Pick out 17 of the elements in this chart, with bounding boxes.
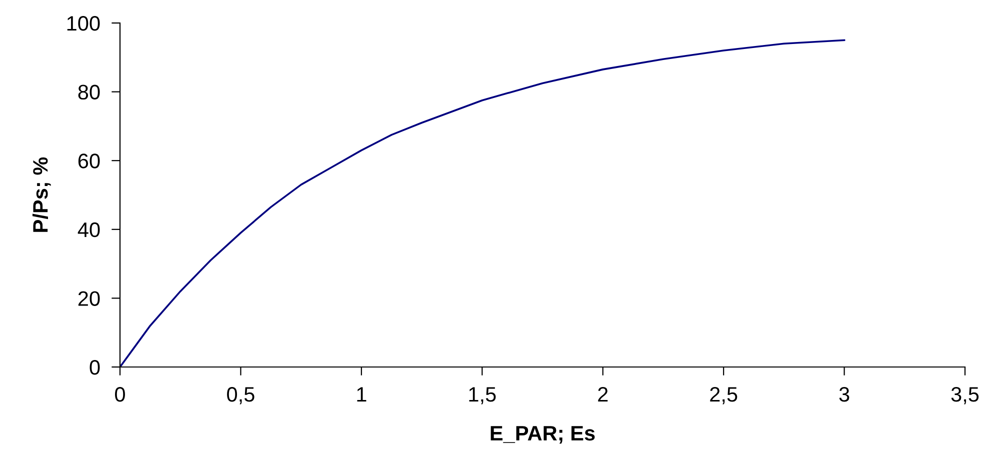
- y-tick-label: 20: [78, 291, 100, 306]
- x-tick-label: 0,5: [227, 386, 254, 404]
- x-tick-label: 2: [598, 386, 608, 402]
- y-tick-label: 0: [90, 360, 100, 375]
- y-tick-label: 100: [67, 16, 100, 31]
- x-tick-label: 2,5: [710, 386, 738, 404]
- x-tick-label: 3: [839, 386, 850, 402]
- x-tick-label: 1,5: [469, 387, 496, 404]
- y-tick-label: 60: [78, 154, 100, 168]
- x-tick-label: 0: [115, 386, 125, 402]
- x-tick-label: 1: [357, 387, 366, 402]
- y-tick-label: 80: [78, 84, 100, 100]
- x-axis-title: E_PAR; Es: [490, 426, 595, 444]
- y-axis-title: P/Ps; %: [32, 157, 51, 232]
- y-tick-label: 40: [78, 222, 100, 238]
- line-series: [120, 39, 846, 367]
- x-tick-label: 3,5: [951, 386, 979, 404]
